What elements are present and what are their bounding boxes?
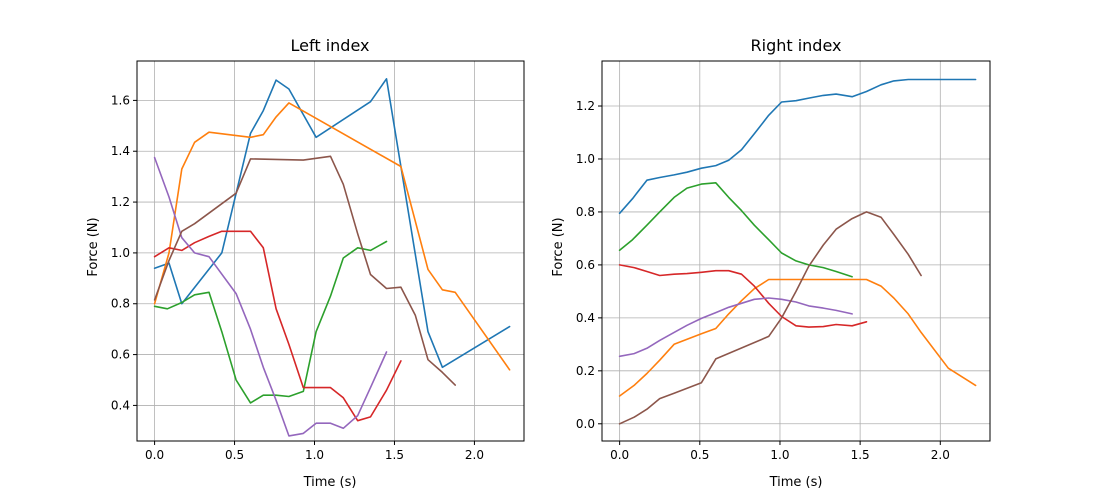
x-tick-label: 0.0 xyxy=(610,448,629,462)
x-tick-label: 1.5 xyxy=(851,448,870,462)
series-line-3 xyxy=(618,182,853,278)
series-line-1 xyxy=(153,78,511,369)
y-tick-label: 1.0 xyxy=(576,152,595,166)
grid xyxy=(137,61,524,441)
y-tick-label: 0.8 xyxy=(111,297,130,311)
series-line-2 xyxy=(618,278,977,397)
y-tick-label: 0.8 xyxy=(576,205,595,219)
chart-title: Left index xyxy=(291,36,370,55)
x-tick-label: 1.0 xyxy=(305,448,324,462)
y-tick-label: 0.2 xyxy=(576,364,595,378)
series-line-4 xyxy=(153,230,402,422)
y-tick-label: 0.4 xyxy=(111,398,130,412)
series-line-1 xyxy=(618,78,977,215)
x-tick-label: 0.0 xyxy=(145,448,164,462)
ticks: 0.0 0.5 1.0 1.5 2.0 0.0 0.2 0.4 0.6 0.8 1.0 1.2 xyxy=(576,99,950,462)
x-axis-label: Time (s) xyxy=(769,475,823,490)
x-tick-label: 0.5 xyxy=(690,448,709,462)
y-tick-label: 0.6 xyxy=(576,258,595,272)
x-tick-label: 2.0 xyxy=(465,448,484,462)
series-line-5 xyxy=(153,156,388,437)
y-tick-label: 1.6 xyxy=(111,93,130,107)
series-line-4 xyxy=(618,264,868,328)
series-group xyxy=(153,78,511,437)
series-line-6 xyxy=(618,211,922,425)
plot-frame xyxy=(136,60,525,442)
plot-frame xyxy=(601,60,991,442)
y-axis-label: Force (N) xyxy=(86,217,101,276)
series-line-3 xyxy=(153,240,388,404)
right-index-chart: Right index Time (s) Force (N) 0.0 0.5 1.0… xyxy=(551,36,991,490)
x-tick-label: 1.5 xyxy=(385,448,404,462)
x-tick-label: 2.0 xyxy=(931,448,950,462)
ticks: 0.0 0.5 1.0 1.5 2.0 0.4 0.6 0.8 1.0 1.2 1.4 1.6 xyxy=(111,93,484,462)
y-tick-label: 0.6 xyxy=(111,348,130,362)
series-line-6 xyxy=(153,155,456,386)
y-axis-label: Force (N) xyxy=(551,217,566,276)
y-tick-label: 1.0 xyxy=(111,246,130,260)
grid xyxy=(602,61,990,441)
y-tick-label: 0.0 xyxy=(576,417,595,431)
series-line-5 xyxy=(618,297,853,358)
x-axis-label: Time (s) xyxy=(303,475,357,490)
x-tick-label: 0.5 xyxy=(225,448,244,462)
left-index-chart: Left index Time (s) Force (N) 0.0 0.5 1.0 1… xyxy=(86,36,525,490)
y-tick-label: 0.4 xyxy=(576,311,595,325)
series-group xyxy=(618,78,977,425)
x-tick-label: 1.0 xyxy=(770,448,789,462)
y-tick-label: 1.4 xyxy=(111,144,130,158)
chart-title: Right index xyxy=(751,36,842,55)
series-line-2 xyxy=(153,102,511,371)
y-tick-label: 1.2 xyxy=(111,195,130,209)
y-tick-label: 1.2 xyxy=(576,99,595,113)
